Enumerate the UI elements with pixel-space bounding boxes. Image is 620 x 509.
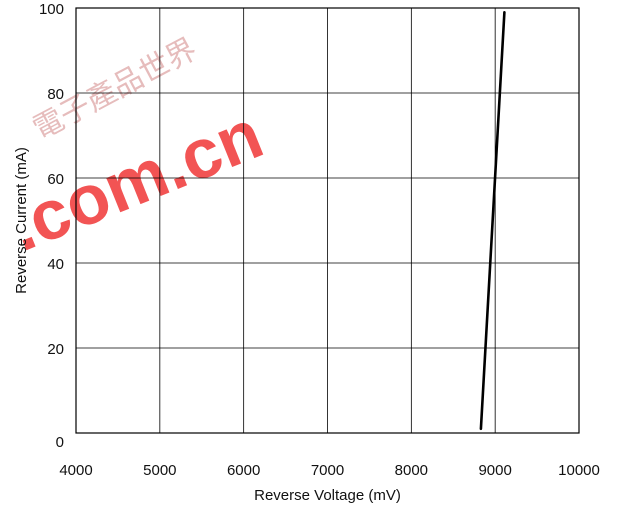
- y-tick-label: 60: [47, 171, 64, 188]
- x-tick-label: 10000: [558, 462, 600, 479]
- series-line: [479, 11, 506, 431]
- x-axis-title: Reverse Voltage (mV): [254, 487, 401, 504]
- x-tick-labels: 4000 5000 6000 7000 8000 9000 10000: [59, 462, 600, 479]
- y-tick-label: 0: [56, 434, 64, 451]
- x-tick-label: 6000: [227, 462, 260, 479]
- y-tick-label: 40: [47, 256, 64, 273]
- series-layer: [479, 11, 506, 431]
- x-tick-label: 8000: [395, 462, 428, 479]
- x-tick-label: 9000: [478, 462, 511, 479]
- y-axis-title: Reverse Current (mA): [13, 147, 30, 294]
- watermark: 電子產品世界 .com.cn: [0, 32, 273, 266]
- y-tick-label: 80: [47, 86, 64, 103]
- plot-area-border: [75, 7, 580, 434]
- y-tick-label: 20: [47, 341, 64, 358]
- x-tick-label: 7000: [311, 462, 344, 479]
- x-tick-label: 4000: [59, 462, 92, 479]
- y-tick-labels: 0 20 40 60 80 100: [39, 1, 64, 451]
- y-tick-label: 100: [39, 1, 64, 18]
- x-tick-label: 5000: [143, 462, 176, 479]
